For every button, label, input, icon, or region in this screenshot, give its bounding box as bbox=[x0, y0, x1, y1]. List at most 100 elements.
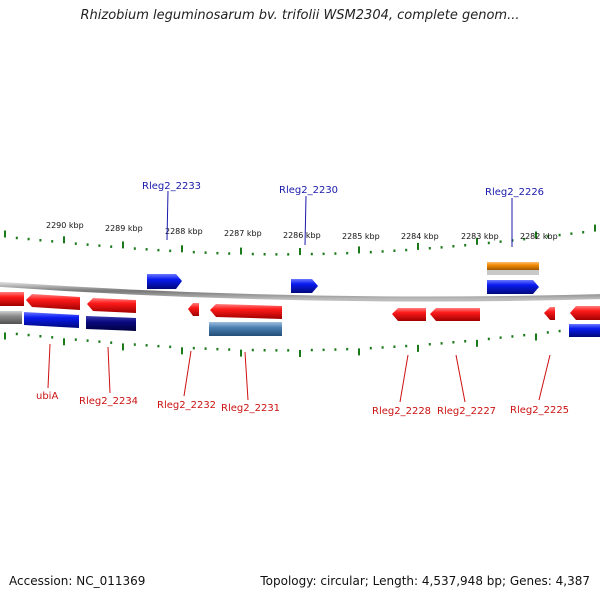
minor-tick bbox=[133, 343, 136, 346]
minor-tick bbox=[251, 348, 254, 352]
reverse-strand-features bbox=[0, 292, 600, 337]
gene-partial-right-red[interactable] bbox=[570, 306, 600, 320]
minor-tick bbox=[523, 333, 526, 337]
minor-tick bbox=[546, 235, 549, 238]
gene-rleg2-2233[interactable] bbox=[147, 274, 182, 289]
scale-label: 2289 kbp bbox=[105, 224, 143, 233]
major-tick bbox=[4, 332, 6, 340]
gene-rleg2-2227[interactable] bbox=[430, 308, 480, 321]
minor-tick bbox=[145, 344, 148, 347]
minor-tick bbox=[98, 340, 101, 343]
scale-label: 2290 kbp bbox=[46, 221, 84, 230]
gene-red-c[interactable] bbox=[210, 304, 282, 319]
minor-tick bbox=[27, 333, 30, 337]
major-tick bbox=[417, 242, 419, 250]
minor-tick bbox=[369, 346, 372, 350]
minor-tick bbox=[204, 251, 207, 254]
minor-tick bbox=[204, 347, 207, 350]
label-rleg2-2227: Rleg2_2227 bbox=[437, 406, 496, 417]
minor-tick bbox=[393, 345, 396, 348]
major-tick bbox=[594, 224, 596, 232]
scale-labels: 2290 kbp 2289 kbp 2288 kbp 2287 kbp 2286… bbox=[46, 221, 558, 241]
label-rleg2-2234: Rleg2_2234 bbox=[79, 396, 138, 407]
gene-red-b[interactable] bbox=[87, 298, 136, 313]
gene-partial-left[interactable] bbox=[0, 292, 24, 306]
callout-line bbox=[47, 343, 51, 389]
minor-tick bbox=[157, 248, 160, 252]
major-tick bbox=[535, 333, 537, 341]
minor-tick bbox=[346, 251, 349, 255]
label-ubiA: ubiA bbox=[36, 391, 58, 402]
minor-tick bbox=[51, 336, 54, 339]
minor-tick bbox=[145, 248, 148, 251]
minor-tick bbox=[499, 240, 502, 243]
major-tick bbox=[535, 231, 537, 239]
scale-label: 2284 kbp bbox=[401, 232, 439, 241]
minor-tick bbox=[322, 252, 325, 256]
scale-label: 2287 kbp bbox=[224, 229, 262, 238]
callout-line bbox=[166, 190, 169, 241]
callout-line bbox=[304, 195, 307, 246]
minor-tick bbox=[310, 252, 313, 256]
minor-tick bbox=[346, 347, 349, 351]
upper-tick-row bbox=[4, 224, 596, 256]
gene-rleg2-2226[interactable] bbox=[487, 280, 539, 294]
minor-tick bbox=[287, 349, 290, 352]
minor-tick bbox=[322, 348, 325, 352]
major-tick bbox=[122, 241, 124, 249]
major-tick bbox=[476, 339, 478, 347]
scale-label: 2282 kbp bbox=[520, 232, 558, 241]
callout-line bbox=[107, 346, 111, 394]
minor-tick bbox=[334, 348, 337, 351]
major-tick bbox=[358, 348, 360, 356]
minor-tick bbox=[192, 250, 195, 254]
minor-tick bbox=[228, 348, 231, 351]
label-rleg2-2232: Rleg2_2232 bbox=[157, 400, 216, 411]
label-rleg2-2230: Rleg2_2230 bbox=[279, 185, 338, 196]
minor-tick bbox=[157, 344, 160, 348]
minor-tick bbox=[216, 251, 219, 255]
gene-rleg2-2234[interactable] bbox=[86, 316, 136, 331]
minor-tick bbox=[499, 336, 502, 339]
minor-tick bbox=[27, 237, 30, 241]
minor-tick bbox=[228, 252, 231, 255]
scale-label: 2285 kbp bbox=[342, 232, 380, 241]
minor-tick bbox=[393, 249, 396, 252]
gene-ubiA[interactable] bbox=[24, 312, 79, 328]
feature-gray-left[interactable] bbox=[0, 311, 22, 324]
minor-tick bbox=[428, 247, 431, 250]
minor-tick bbox=[169, 345, 172, 349]
gene-rleg2-2232[interactable] bbox=[188, 303, 199, 316]
minor-tick bbox=[546, 331, 549, 334]
minor-tick bbox=[287, 253, 290, 256]
major-tick bbox=[417, 344, 419, 352]
lower-tick-row bbox=[4, 326, 596, 357]
callout-line bbox=[399, 354, 409, 403]
major-tick bbox=[4, 230, 6, 238]
feature-orange[interactable] bbox=[487, 262, 539, 270]
gene-partial-right-blue[interactable] bbox=[569, 324, 600, 337]
major-tick bbox=[299, 350, 301, 357]
top-callouts: Rleg2_2233 Rleg2_2230 Rleg2_2226 bbox=[142, 181, 544, 247]
feature-gray-band bbox=[487, 270, 539, 275]
minor-tick bbox=[86, 243, 89, 246]
forward-strand-features bbox=[147, 262, 539, 294]
callout-line bbox=[244, 351, 249, 401]
minor-tick bbox=[369, 250, 372, 254]
minor-tick bbox=[452, 341, 455, 344]
gene-rleg2-2225[interactable] bbox=[544, 307, 555, 320]
minor-tick bbox=[51, 240, 54, 243]
minor-tick bbox=[263, 349, 266, 352]
gene-rleg2-2230[interactable] bbox=[291, 279, 318, 293]
major-tick bbox=[122, 343, 124, 351]
gene-rleg2-2228[interactable] bbox=[392, 308, 426, 321]
gene-rleg2-2231[interactable] bbox=[209, 322, 282, 336]
major-tick bbox=[240, 247, 242, 255]
label-rleg2-2225: Rleg2_2225 bbox=[510, 405, 569, 416]
gene-red-a[interactable] bbox=[26, 294, 80, 310]
minor-tick bbox=[15, 332, 18, 336]
minor-tick bbox=[74, 338, 77, 341]
minor-tick bbox=[169, 249, 172, 253]
callout-line bbox=[455, 354, 466, 403]
